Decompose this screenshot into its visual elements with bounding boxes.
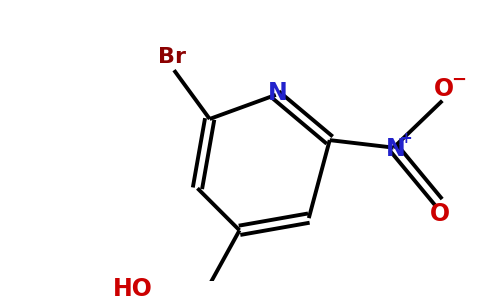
Text: N: N <box>386 136 405 160</box>
Text: HO: HO <box>113 278 152 300</box>
Text: O: O <box>434 77 454 101</box>
Text: O: O <box>430 202 451 226</box>
Text: Br: Br <box>158 47 186 67</box>
Text: −: − <box>452 71 467 89</box>
Text: N: N <box>268 81 287 105</box>
Text: +: + <box>399 131 412 146</box>
